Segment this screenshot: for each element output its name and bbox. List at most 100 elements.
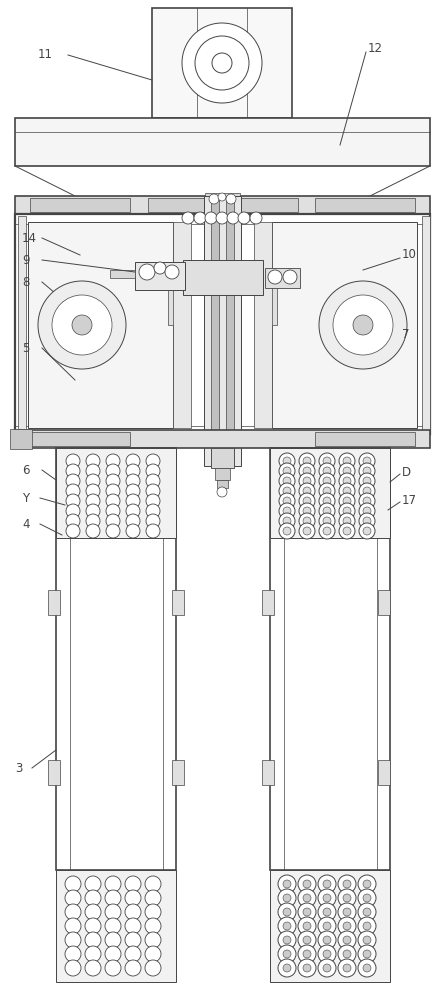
Circle shape <box>146 464 160 478</box>
Circle shape <box>298 945 316 963</box>
Circle shape <box>65 890 81 906</box>
Circle shape <box>323 527 331 535</box>
Circle shape <box>105 946 121 962</box>
Bar <box>211 448 234 468</box>
Bar <box>48 760 60 785</box>
Circle shape <box>146 524 160 538</box>
Circle shape <box>303 950 311 958</box>
Bar <box>135 262 185 290</box>
Circle shape <box>65 918 81 934</box>
Circle shape <box>318 889 336 907</box>
Circle shape <box>283 894 291 902</box>
Circle shape <box>363 497 371 505</box>
Bar <box>254 222 272 428</box>
Circle shape <box>283 922 291 930</box>
Circle shape <box>105 960 121 976</box>
Bar <box>56 448 176 538</box>
Circle shape <box>343 964 351 972</box>
Circle shape <box>283 517 291 525</box>
Circle shape <box>303 497 311 505</box>
Bar <box>173 222 191 428</box>
Circle shape <box>299 483 315 499</box>
Circle shape <box>319 503 335 519</box>
Circle shape <box>106 454 120 468</box>
Circle shape <box>319 513 335 529</box>
Circle shape <box>318 903 336 921</box>
Text: Y: Y <box>22 491 29 504</box>
Circle shape <box>165 265 179 279</box>
Circle shape <box>299 473 315 489</box>
Circle shape <box>105 932 121 948</box>
Circle shape <box>303 894 311 902</box>
Circle shape <box>86 484 100 498</box>
Circle shape <box>323 880 331 888</box>
Bar <box>262 760 274 785</box>
Circle shape <box>323 507 331 515</box>
Circle shape <box>139 264 155 280</box>
Bar <box>28 222 173 428</box>
Circle shape <box>338 903 356 921</box>
Circle shape <box>343 517 351 525</box>
Circle shape <box>226 194 236 204</box>
Bar <box>270 448 390 538</box>
Text: 10: 10 <box>402 248 417 261</box>
Circle shape <box>323 457 331 465</box>
Circle shape <box>298 917 316 935</box>
Bar <box>30 198 130 212</box>
Circle shape <box>278 917 296 935</box>
Circle shape <box>318 875 336 893</box>
Circle shape <box>363 964 371 972</box>
Circle shape <box>343 457 351 465</box>
Circle shape <box>359 513 375 529</box>
Circle shape <box>358 959 376 977</box>
Circle shape <box>85 960 101 976</box>
Circle shape <box>338 945 356 963</box>
Circle shape <box>343 527 351 535</box>
Bar <box>378 590 390 615</box>
Circle shape <box>65 946 81 962</box>
Bar <box>152 8 292 118</box>
Circle shape <box>283 527 291 535</box>
Circle shape <box>299 523 315 539</box>
Circle shape <box>343 908 351 916</box>
Circle shape <box>323 950 331 958</box>
Circle shape <box>205 212 217 224</box>
Circle shape <box>343 477 351 485</box>
Circle shape <box>278 931 296 949</box>
Circle shape <box>105 904 121 920</box>
Text: 6: 6 <box>22 464 29 477</box>
Circle shape <box>86 524 100 538</box>
Circle shape <box>106 484 120 498</box>
Circle shape <box>146 494 160 508</box>
Circle shape <box>298 889 316 907</box>
Circle shape <box>299 493 315 509</box>
Circle shape <box>209 194 219 204</box>
Circle shape <box>339 473 355 489</box>
Circle shape <box>303 936 311 944</box>
Text: 14: 14 <box>22 232 37 244</box>
Circle shape <box>85 890 101 906</box>
Bar <box>183 260 263 295</box>
Circle shape <box>363 467 371 475</box>
Circle shape <box>303 964 311 972</box>
Circle shape <box>125 918 141 934</box>
Bar <box>378 760 390 785</box>
Circle shape <box>363 950 371 958</box>
Circle shape <box>182 23 262 103</box>
Circle shape <box>363 517 371 525</box>
Circle shape <box>323 517 331 525</box>
Circle shape <box>359 473 375 489</box>
Circle shape <box>343 880 351 888</box>
Circle shape <box>66 524 80 538</box>
Text: 3: 3 <box>15 762 22 774</box>
Circle shape <box>323 908 331 916</box>
Circle shape <box>283 908 291 916</box>
Circle shape <box>66 474 80 488</box>
Bar <box>15 214 430 434</box>
Circle shape <box>195 36 249 90</box>
Circle shape <box>339 493 355 509</box>
Circle shape <box>363 922 371 930</box>
Text: 12: 12 <box>368 41 383 54</box>
Circle shape <box>283 950 291 958</box>
Circle shape <box>343 936 351 944</box>
